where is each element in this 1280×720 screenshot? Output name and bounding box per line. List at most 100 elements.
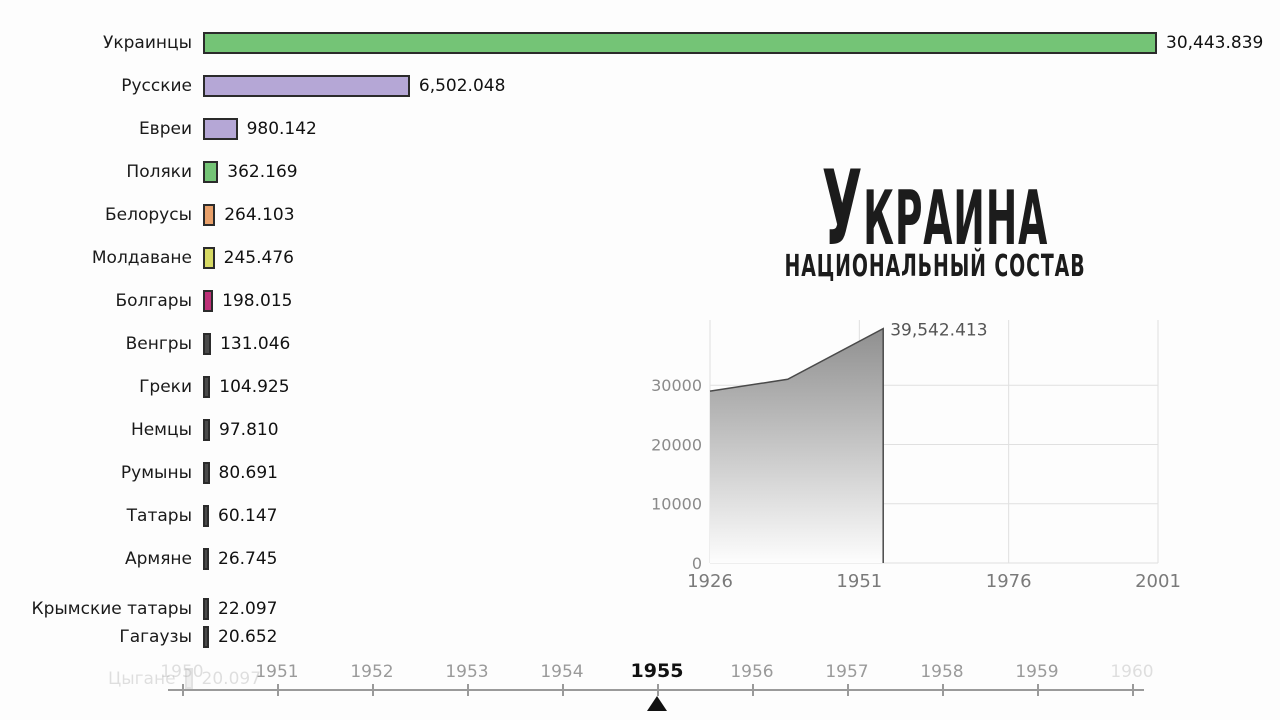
bar-row: Греки 104.925 <box>0 374 290 400</box>
bar-row: Евреи 980.142 <box>0 116 317 142</box>
bar-row: Русские 6,502.048 <box>0 73 505 99</box>
timeline-tick <box>752 684 754 696</box>
y-axis-tick-label: 10000 <box>651 495 702 514</box>
timeline-year-1953[interactable]: 1953 <box>445 662 489 682</box>
timeline-year-1957[interactable]: 1957 <box>825 662 869 682</box>
bar-label: Украинцы <box>103 33 192 53</box>
bar <box>203 75 410 97</box>
timeline-year-1950[interactable]: 1950 <box>160 662 204 682</box>
bar-row: Немцы 97.810 <box>0 417 279 443</box>
timeline-tick <box>1037 684 1039 696</box>
population-area-chart: 0 10000 20000 30000 1926 1951 1976 2001 39,542.… <box>640 310 1181 600</box>
bar-value: 362.169 <box>227 162 298 182</box>
bar-value: 26.745 <box>218 549 278 569</box>
bar <box>203 419 211 441</box>
bar-row: Гагаузы 20.652 <box>0 624 277 650</box>
bar-label: Греки <box>139 377 192 397</box>
bar-label: Молдаване <box>91 248 192 268</box>
timeline-tick <box>657 684 659 696</box>
peak-value-label: 39,542.413 <box>890 321 987 341</box>
y-axis-tick-label: 0 <box>692 554 702 573</box>
timeline-tick <box>467 684 469 696</box>
bar-row: Молдаване 245.476 <box>0 245 294 271</box>
bar-label: Румыны <box>120 463 192 483</box>
timeline-year-1958[interactable]: 1958 <box>920 662 964 682</box>
area-chart-svg: 0 10000 20000 30000 1926 1951 1976 2001 39,542.… <box>651 320 1181 592</box>
timeline-track[interactable] <box>168 689 1144 691</box>
bar-value: 20.652 <box>218 627 278 647</box>
timeline-year-1959[interactable]: 1959 <box>1015 662 1059 682</box>
y-axis-tick-label: 30000 <box>651 376 702 395</box>
bar-value: 131.046 <box>220 334 291 354</box>
bar-value: 30,443.839 <box>1166 33 1264 53</box>
bar <box>203 333 212 355</box>
bar-label: Немцы <box>130 420 192 440</box>
bar <box>203 462 210 484</box>
timeline-year-1954[interactable]: 1954 <box>540 662 584 682</box>
bar <box>203 204 216 226</box>
bar <box>203 626 209 648</box>
bar-value: 104.925 <box>219 377 290 397</box>
bar <box>203 32 1157 54</box>
title-block: Украина национальный состав <box>660 150 1210 283</box>
x-axis-tick-label: 1951 <box>836 571 882 592</box>
timeline-marker[interactable] <box>647 696 667 711</box>
bar-value: 980.142 <box>246 119 317 139</box>
bar-value: 245.476 <box>223 248 294 268</box>
timeline-year-1956[interactable]: 1956 <box>730 662 774 682</box>
bar-value: 60.147 <box>218 506 278 526</box>
area-line <box>709 327 884 563</box>
bar-label: Болгары <box>115 291 193 311</box>
timeline-year-1960[interactable]: 1960 <box>1110 662 1154 682</box>
bar <box>203 598 209 620</box>
bar-label: Поляки <box>126 162 192 182</box>
bar <box>203 505 209 527</box>
x-axis-tick-label: 1926 <box>687 571 733 592</box>
x-axis-tick-label: 2001 <box>1135 571 1180 592</box>
timeline-tick <box>847 684 849 696</box>
bar-label: Татары <box>126 506 192 526</box>
bar-label: Русские <box>121 76 192 96</box>
timeline[interactable]: 1950 1951 1952 1953 1954 1955 1956 1957 1958 1959… <box>0 655 1280 720</box>
bar-value: 6,502.048 <box>418 76 506 96</box>
x-axis-tick-label: 1976 <box>986 571 1032 592</box>
bar-row: Крымские татары 22.097 <box>0 596 277 622</box>
bar <box>203 548 209 570</box>
timeline-year-1955[interactable]: 1955 <box>630 660 684 682</box>
y-axis-tick-label: 20000 <box>651 435 702 454</box>
bar-row: Венгры 131.046 <box>0 331 290 357</box>
timeline-year-1952[interactable]: 1952 <box>350 662 394 682</box>
bar-value: 264.103 <box>224 205 295 225</box>
area-fill <box>710 328 884 563</box>
bar-row: Болгары 198.015 <box>0 288 292 314</box>
bar <box>203 247 215 269</box>
bar <box>203 118 238 140</box>
bar <box>203 290 214 312</box>
timeline-tick <box>372 684 374 696</box>
bar-label: Крымские татары <box>31 599 193 619</box>
bar-row: Поляки 362.169 <box>0 159 298 185</box>
bar-row: Татары 60.147 <box>0 503 277 529</box>
exiting-bar-label: Цыгане <box>108 668 176 689</box>
bar-row: Белорусы 264.103 <box>0 202 295 228</box>
page-subtitle: национальный состав <box>784 248 1086 284</box>
timeline-tick <box>277 684 279 696</box>
bar-label: Евреи <box>138 119 192 139</box>
bar-value: 22.097 <box>218 599 278 619</box>
timeline-year-1951[interactable]: 1951 <box>255 662 299 682</box>
bar-label: Гагаузы <box>119 627 192 647</box>
bar <box>203 376 211 398</box>
bar-row: Румыны 80.691 <box>0 460 278 486</box>
timeline-tick <box>942 684 944 696</box>
page-title: Украина <box>821 150 1049 270</box>
bar-label: Белорусы <box>104 205 192 225</box>
bar-value: 97.810 <box>219 420 279 440</box>
exiting-bar-value: 20.097 <box>201 668 262 689</box>
timeline-tick <box>1132 684 1134 696</box>
bar-label: Армяне <box>124 549 192 569</box>
bar-row: Украинцы 30,443.839 <box>0 30 1263 56</box>
bar <box>203 161 219 183</box>
bar-label: Венгры <box>125 334 192 354</box>
